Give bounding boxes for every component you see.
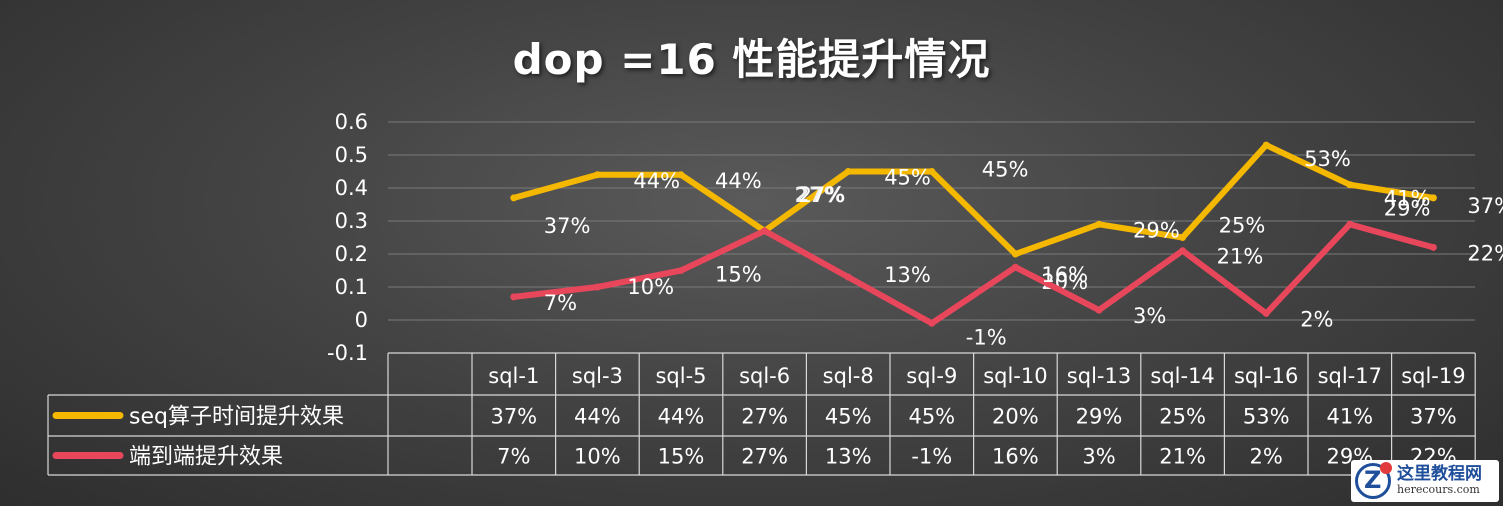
table-cell-value: -1%: [911, 445, 952, 469]
y-tick-label: 0.1: [335, 275, 368, 299]
data-point: [1429, 194, 1437, 202]
y-tick-label: 0.5: [335, 143, 368, 167]
watermark-logo-icon: [1355, 462, 1392, 499]
data-point: [1095, 306, 1103, 314]
data-point: [844, 168, 852, 175]
table-cell-value: 10%: [574, 445, 621, 469]
data-point: [928, 319, 936, 327]
data-point: [1262, 309, 1270, 317]
x-tick-label: sql-5: [655, 364, 706, 388]
x-tick-label: sql-8: [823, 364, 874, 388]
table-cell-value: 25%: [1159, 405, 1206, 429]
legend-label: 端到端提升效果: [129, 445, 283, 470]
x-tick-label: sql-9: [906, 364, 957, 388]
table-cell-value: 27%: [741, 405, 788, 429]
data-label: 3%: [1133, 304, 1166, 328]
data-point: [593, 283, 601, 291]
data-point: [761, 227, 769, 235]
table-cell-value: 44%: [658, 405, 705, 429]
table-cell-value: 7%: [497, 445, 530, 469]
x-tick-label: sql-10: [983, 364, 1047, 388]
y-tick-label: 0.2: [335, 242, 368, 266]
table-cell-value: 53%: [1243, 405, 1290, 429]
data-label: 27%: [795, 183, 845, 207]
data-label: 29%: [1384, 196, 1431, 220]
x-tick-label: sql-17: [1318, 364, 1382, 388]
data-point: [593, 171, 601, 179]
data-point: [1346, 181, 1354, 189]
data-label: 25%: [1219, 214, 1266, 238]
y-tick-label: -0.1: [327, 341, 368, 365]
data-label: 16%: [1041, 263, 1088, 287]
data-label: 53%: [1304, 147, 1351, 171]
table-cell-value: 44%: [574, 405, 621, 429]
x-tick-label: sql-16: [1234, 364, 1298, 388]
table-cell-value: 16%: [992, 445, 1039, 469]
table-cell-value: 27%: [741, 445, 788, 469]
x-tick-label: sql-19: [1401, 364, 1465, 388]
data-label: 37%: [1467, 194, 1503, 218]
table-cell-value: 13%: [825, 445, 872, 469]
data-point: [928, 168, 936, 175]
data-point: [510, 293, 518, 301]
table-cell-value: 2%: [1250, 445, 1283, 469]
data-label: 27%: [799, 183, 846, 207]
data-point: [1179, 247, 1187, 255]
y-tick-label: 0.3: [335, 209, 368, 233]
table-cell-value: 21%: [1159, 445, 1206, 469]
data-point: [1429, 243, 1437, 251]
y-tick-label: 0: [355, 308, 368, 332]
data-label: 45%: [884, 166, 931, 190]
data-point: [1011, 250, 1019, 258]
data-point: [677, 267, 685, 274]
table-cell-value: 37%: [490, 405, 537, 429]
data-point: [510, 194, 518, 202]
data-point: [1011, 263, 1019, 271]
data-label: 21%: [1217, 245, 1264, 269]
data-point: [677, 171, 685, 179]
table-cell-value: 45%: [908, 405, 955, 429]
data-point: [1095, 220, 1103, 228]
data-label: 13%: [884, 263, 931, 287]
data-label: 22%: [1467, 241, 1503, 265]
watermark-name: 这里教程网: [1397, 464, 1482, 485]
data-label: 44%: [633, 169, 680, 193]
data-label: 41%: [1384, 187, 1431, 211]
data-label: 10%: [627, 275, 674, 299]
legend-label: seq算子时间提升效果: [129, 405, 344, 430]
data-label: 45%: [982, 158, 1029, 182]
x-tick-label: sql-3: [572, 364, 623, 388]
data-label: 29%: [1133, 218, 1180, 242]
series-line: [510, 142, 1437, 257]
chart-title: dop =16 性能提升情况: [512, 35, 991, 84]
series-line: [510, 221, 1437, 327]
table-cell-value: 20%: [992, 405, 1039, 429]
data-point: [1179, 234, 1187, 241]
x-tick-label: sql-6: [739, 364, 790, 388]
data-label: 7%: [544, 291, 577, 315]
table-cell-value: 29%: [1076, 405, 1123, 429]
data-label: 2%: [1300, 307, 1333, 331]
x-tick-label: sql-13: [1067, 364, 1131, 388]
table-cell-value: 3%: [1082, 445, 1115, 469]
watermark-url: herecours.com: [1397, 483, 1480, 497]
table-cell-value: 37%: [1410, 405, 1457, 429]
data-point: [1262, 141, 1270, 149]
data-label: -1%: [966, 325, 1007, 349]
data-label: 44%: [715, 169, 762, 193]
data-label: 15%: [715, 263, 762, 287]
table-cell-value: 15%: [658, 445, 705, 469]
data-point: [844, 273, 852, 281]
y-tick-label: 0.6: [335, 110, 368, 134]
y-tick-label: 0.4: [335, 176, 368, 200]
data-label: 37%: [544, 214, 591, 238]
x-tick-label: sql-14: [1150, 364, 1214, 388]
x-tick-label: sql-1: [488, 364, 539, 388]
data-point: [1346, 220, 1354, 228]
watermark: 这里教程网 herecours.com: [1351, 460, 1499, 502]
table-cell-value: 45%: [825, 405, 872, 429]
table-cell-value: 41%: [1326, 405, 1373, 429]
